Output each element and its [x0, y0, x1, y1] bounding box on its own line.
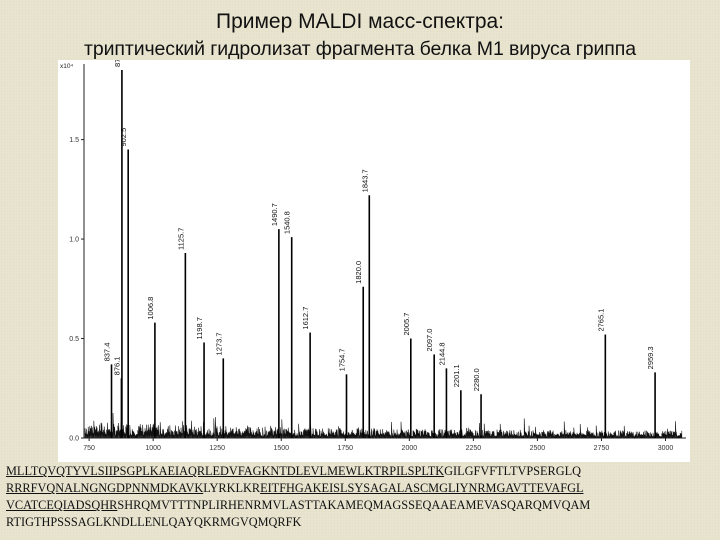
peak-label: 1273.7 [214, 332, 223, 355]
sequence-segment: RTIGTHPSSSAGLKNDLLENLQAYQKRMGVQMQRFK [6, 515, 302, 529]
mass-spectrum-chart: x10⁴ 0.0 0.5 1.0 1.5 750 1000 1250 1500 1750 2000 2… [58, 54, 690, 462]
mass-spectrum-svg: x10⁴ 0.0 0.5 1.0 1.5 750 1000 1250 1500 1750 2000 2… [60, 54, 686, 452]
axes-layer: x10⁴ 0.0 0.5 1.0 1.5 750 1000 1250 1500 1750 2000 2… [60, 63, 686, 452]
slide-title: Пример MALDI масс-спектра: [215, 10, 505, 33]
x-tick-label: 2250 [466, 445, 482, 452]
sequence-line-1: MLLTQVQTYVLSIIPSGPLKAEIAQRLEDVFAGKNTDLEV… [6, 463, 718, 480]
peak-label: 2959.3 [646, 346, 655, 369]
sequence-segment: EITFHGAKEISLSYSAGALASCMGLIYNRMGAVTTEVAFG… [260, 481, 584, 495]
peak-label: 1198.7 [195, 317, 204, 339]
x-tick-label: 3000 [658, 445, 674, 452]
sequence-segment: VCATCEQIADSQHR [6, 498, 118, 512]
sequence-segment: GILGFVFTLTVPSERGLQ [444, 464, 581, 478]
x-tick-label: 2500 [530, 445, 546, 452]
sequence-line-4: RTIGTHPSSSAGLKNDLLENLQAYQKRMGVQMQRFK [6, 514, 718, 531]
x-tick-label: 2750 [594, 445, 610, 452]
y-tick-label: 0.0 [69, 436, 79, 443]
peak-label: 876.1 [112, 357, 121, 376]
x-tick-label: 1500 [273, 445, 289, 452]
noise-layer [84, 412, 683, 440]
y-tick-label: 1.5 [69, 137, 79, 144]
x-tick-label: 750 [83, 445, 95, 452]
y-tick-label: 0.5 [69, 336, 79, 343]
peak-label: 2765.1 [596, 309, 605, 332]
sequence-segment: LYRKLKR [203, 481, 261, 495]
slide-subtitle: триптический гидролизат фрагмента белка … [84, 38, 636, 60]
peak-label: 902.5 [119, 128, 128, 147]
sequence-line-3: VCATCEQIADSQHRSHRQMVTTTNPLIRHENRMVLASTTA… [6, 497, 718, 514]
peak-label: 2144.8 [437, 342, 446, 365]
protein-sequence: MLLTQVQTYVLSIIPSGPLKAEIAQRLEDVFAGKNTDLEV… [6, 463, 718, 531]
peak-label: 1006.8 [146, 297, 155, 320]
baseline-noise [84, 412, 683, 440]
sequence-segment: RRRFVQNALNGNGDPNNMDKAVK [6, 481, 204, 495]
peak-label: 1540.8 [283, 211, 292, 234]
peak-label: 1490.7 [270, 203, 279, 226]
sequence-line-2: RRRFVQNALNGNGDPNNMDKAVKLYRKLKREITFHGAKEI… [6, 480, 718, 497]
peak-label: 2280.0 [472, 368, 481, 391]
peak-label: 1820.0 [354, 261, 363, 284]
peak-label: 2005.7 [402, 313, 411, 336]
peak-label: 1754.7 [337, 348, 346, 371]
y-multiplier-label: x10⁴ [60, 63, 73, 70]
peak-label: 1125.7 [176, 228, 185, 250]
peak-label: 1612.7 [301, 307, 310, 330]
peak-label: 1843.7 [360, 169, 369, 192]
peak-label: 878 [113, 60, 122, 67]
peaks-layer [110, 69, 656, 438]
x-tick-label: 1250 [209, 445, 225, 452]
x-tick-label: 1000 [145, 445, 161, 452]
y-tick-label: 1.0 [69, 237, 79, 244]
peak-label: 2201.1 [452, 364, 461, 387]
sequence-segment: MLLTQVQTYVLSIIPSGPLKAEIAQRLEDVFAGKNTDLEV… [6, 464, 445, 478]
x-tick-label: 1750 [338, 445, 354, 452]
x-tick-label: 2000 [402, 445, 418, 452]
peak-label: 2097.0 [425, 328, 434, 351]
sequence-segment: SHRQMVTTTNPLIRHENRMVLASTTAKAMEQMAGSSEQAA… [117, 498, 591, 512]
peak-label: 837.4 [103, 343, 112, 362]
